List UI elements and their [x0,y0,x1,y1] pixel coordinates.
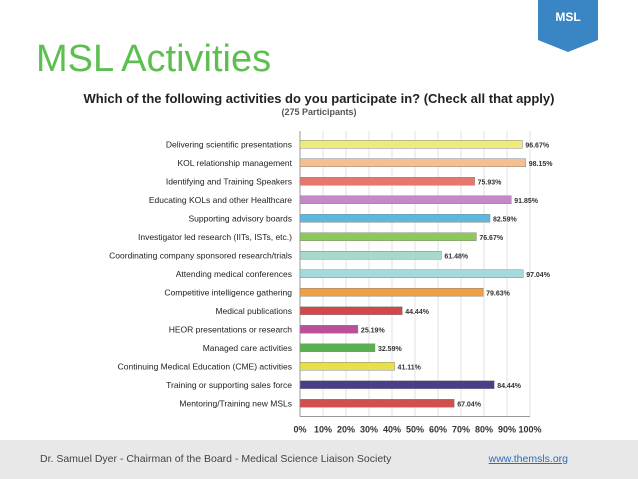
bar [299,325,359,334]
value-label: 79.63% [486,290,511,297]
value-label: 32.59% [378,346,403,353]
bar [299,214,491,223]
bar [299,288,484,297]
value-label: 82.59% [493,216,518,223]
value-label: 98.15% [529,161,554,168]
footer-link[interactable]: www.themsls.org [488,453,568,465]
footer-text: Dr. Samuel Dyer - Chairman of the Board … [40,453,392,465]
category-label: Mentoring/Training new MSLs [179,398,292,408]
msl-badge: MSL [538,0,598,40]
bar [299,306,403,315]
value-label: 44.44% [405,309,430,316]
value-label: 61.48% [444,253,469,260]
category-label: Educating KOLs and other Healthcare [149,195,292,205]
value-label: 91.85% [514,198,539,205]
bar [299,269,524,278]
x-tick-label: 50% [406,425,424,435]
value-label: 97.04% [526,272,551,279]
category-label: Medical publications [215,306,292,316]
bar [299,343,376,352]
category-label: Coordinating company sponsored research/… [109,250,292,260]
value-label: 25.19% [361,327,386,334]
x-tick-label: 30% [360,425,378,435]
category-label: Delivering scientific presentations [166,139,292,149]
bar [299,195,512,204]
category-label: Managed care activities [203,343,292,353]
bar [299,251,442,260]
x-tick-label: 20% [337,425,355,435]
bar [299,362,395,371]
category-label: Training or supporting sales force [166,380,292,390]
value-label: 76.67% [479,235,504,242]
x-tick-label: 40% [383,425,401,435]
bar [299,177,475,186]
footer: Dr. Samuel Dyer - Chairman of the Board … [0,440,638,479]
x-tick-label: 90% [498,425,516,435]
value-label: 75.93% [478,179,503,186]
category-label: Identifying and Training Speakers [166,176,292,186]
value-label: 67.04% [457,401,482,408]
bar [299,140,523,149]
value-label: 96.67% [525,142,550,149]
category-label: Competitive intelligence gathering [164,287,292,297]
category-label: Attending medical conferences [176,269,292,279]
category-label: Continuing Medical Education (CME) activ… [118,361,292,371]
chart-subtitle: (275 Participants) [281,107,357,117]
x-tick-label: 100% [518,425,541,435]
bar [299,380,495,389]
x-tick-label: 0% [293,425,306,435]
x-tick-label: 10% [314,425,332,435]
value-label: 84.44% [497,383,522,390]
x-tick-label: 70% [452,425,470,435]
msl-badge-tip [538,40,598,52]
page-title: MSL Activities [36,38,272,80]
category-label: KOL relationship management [177,158,292,168]
chart-title: Which of the following activities do you… [83,91,555,106]
x-tick-label: 60% [429,425,447,435]
category-label: HEOR presentations or research [169,324,293,334]
x-tick-label: 80% [475,425,493,435]
value-label: 41.11% [398,364,422,371]
bar [299,158,526,167]
bar [299,232,477,241]
bar [299,399,455,408]
bar-chart: 0% 10% 20% 30% 40% 50% 60% 70% 80% 90% 100% Deliver… [109,131,554,435]
category-label: Investigator led research (IITs, ISTs, e… [138,232,292,242]
category-label: Supporting advisory boards [189,213,292,223]
